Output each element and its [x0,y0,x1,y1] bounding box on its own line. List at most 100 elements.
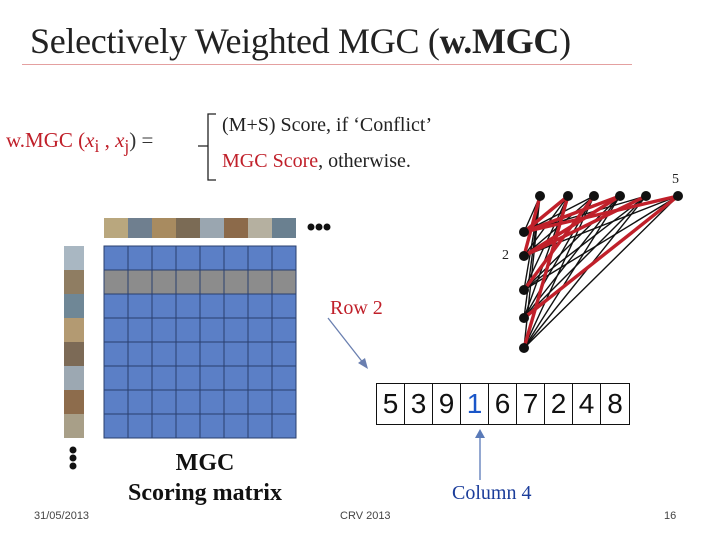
row-label: Row 2 [330,297,383,319]
formula-brace [198,113,216,181]
title-bold: w.MGC [439,21,560,61]
graph-node-right [535,191,545,201]
graph-node-left [519,285,529,295]
title-underline [22,64,632,65]
matrix-cell [223,413,249,439]
matrix-cell [223,293,249,319]
formula-j: j [124,136,130,157]
matrix-cell [127,317,153,343]
matrix-cell [247,389,273,415]
title-prefix: Selectively Weighted MGC ( [30,21,440,61]
formula-lhs-suffix: ) = [129,128,154,152]
matrix-cell [127,365,153,391]
matrix-cell [103,365,129,391]
matrix-cell-row2 [151,269,177,295]
graph-edge [523,195,595,319]
formula-lhs: w.MGC (xi , xj) = [6,128,153,157]
formula-i: i [94,136,100,157]
sequence-cell: 9 [433,384,461,424]
matrix-cell [271,365,297,391]
matrix-cell [127,245,153,271]
matrix-cell [175,413,201,439]
left-image-strip [64,246,84,438]
matrix-cell [103,293,129,319]
title-suffix: ) [559,21,571,61]
matrix-cell [271,341,297,367]
formula-xi: x [85,128,95,152]
sequence-cell: 6 [489,384,517,424]
graph-node-left [519,343,529,353]
graph-node-right [589,191,599,201]
matrix-cell [127,293,153,319]
top-image-strip [104,218,296,238]
matrix-cell [271,389,297,415]
sequence-cell: 3 [405,384,433,424]
matrix-cell [199,341,225,367]
matrix-cell [271,245,297,271]
matrix-cell [199,293,225,319]
graph-node-right [615,191,625,201]
matrix-cell [223,245,249,271]
matrix-cell-row2 [103,269,129,295]
formula-case2-red: MGC Score [222,150,319,172]
graph-edge-selected [523,194,647,258]
matrix-cell [103,413,129,439]
graph-edge-selected [522,195,542,257]
formula-lhs-prefix: w.MGC ( [6,128,86,152]
graph-node-left [519,227,529,237]
matrix-cell [247,341,273,367]
matrix-cell [271,293,297,319]
matrix-cell [199,389,225,415]
column-label: Column 4 [452,482,532,504]
matrix-cell [151,389,177,415]
matrix-cell [175,317,201,343]
matrix-label-line2: Scoring matrix [128,480,282,506]
sequence-cell: 5 [377,384,405,424]
matrix-cell [199,245,225,271]
matrix-cell [151,293,177,319]
matrix-label: MGC Scoring matrix [112,448,298,508]
matrix-cell [175,389,201,415]
graph-node-label-2: 2 [502,248,509,263]
graph-edge-selected [522,194,596,292]
matrix-cell [151,341,177,367]
formula-sep: , [99,128,116,152]
sequence-cell: 8 [607,388,623,419]
matrix-cell [223,317,249,343]
strip-ellipsis-top [307,223,331,231]
row-arrow [327,317,368,369]
graph-edge-selected [523,194,621,234]
graph-node-right [641,191,651,201]
graph-node-right [563,191,573,201]
graph-edge-selected [523,194,679,234]
matrix-cell-row2 [199,269,225,295]
graph-edge-selected [523,194,621,258]
matrix-cell [127,413,153,439]
matrix-cell [199,317,225,343]
formula-case2-rest: , otherwise. [318,150,411,172]
column-arrow [475,429,485,480]
matrix-cell-row2 [127,269,153,295]
matrix-cell [247,365,273,391]
matrix-cell [271,317,297,343]
sequence-cell: 2 [545,384,573,424]
matrix-cell [223,389,249,415]
matrix-cell [175,245,201,271]
formula-xj: x [115,128,125,152]
matrix-cell-row2 [223,269,249,295]
sequence-cell-highlight: 1 [461,384,489,424]
matrix-cell [151,317,177,343]
matrix-cell [151,245,177,271]
matrix-cell [103,389,129,415]
matrix-cell [223,365,249,391]
graph-node-label-5: 5 [672,172,679,187]
bipartite-graph [519,191,683,353]
matrix-cell [151,413,177,439]
matrix-cell-row2 [271,269,297,295]
matrix-cell [271,413,297,439]
matrix-cell [247,245,273,271]
matrix-cell [151,365,177,391]
graph-edge-selected [522,195,570,349]
